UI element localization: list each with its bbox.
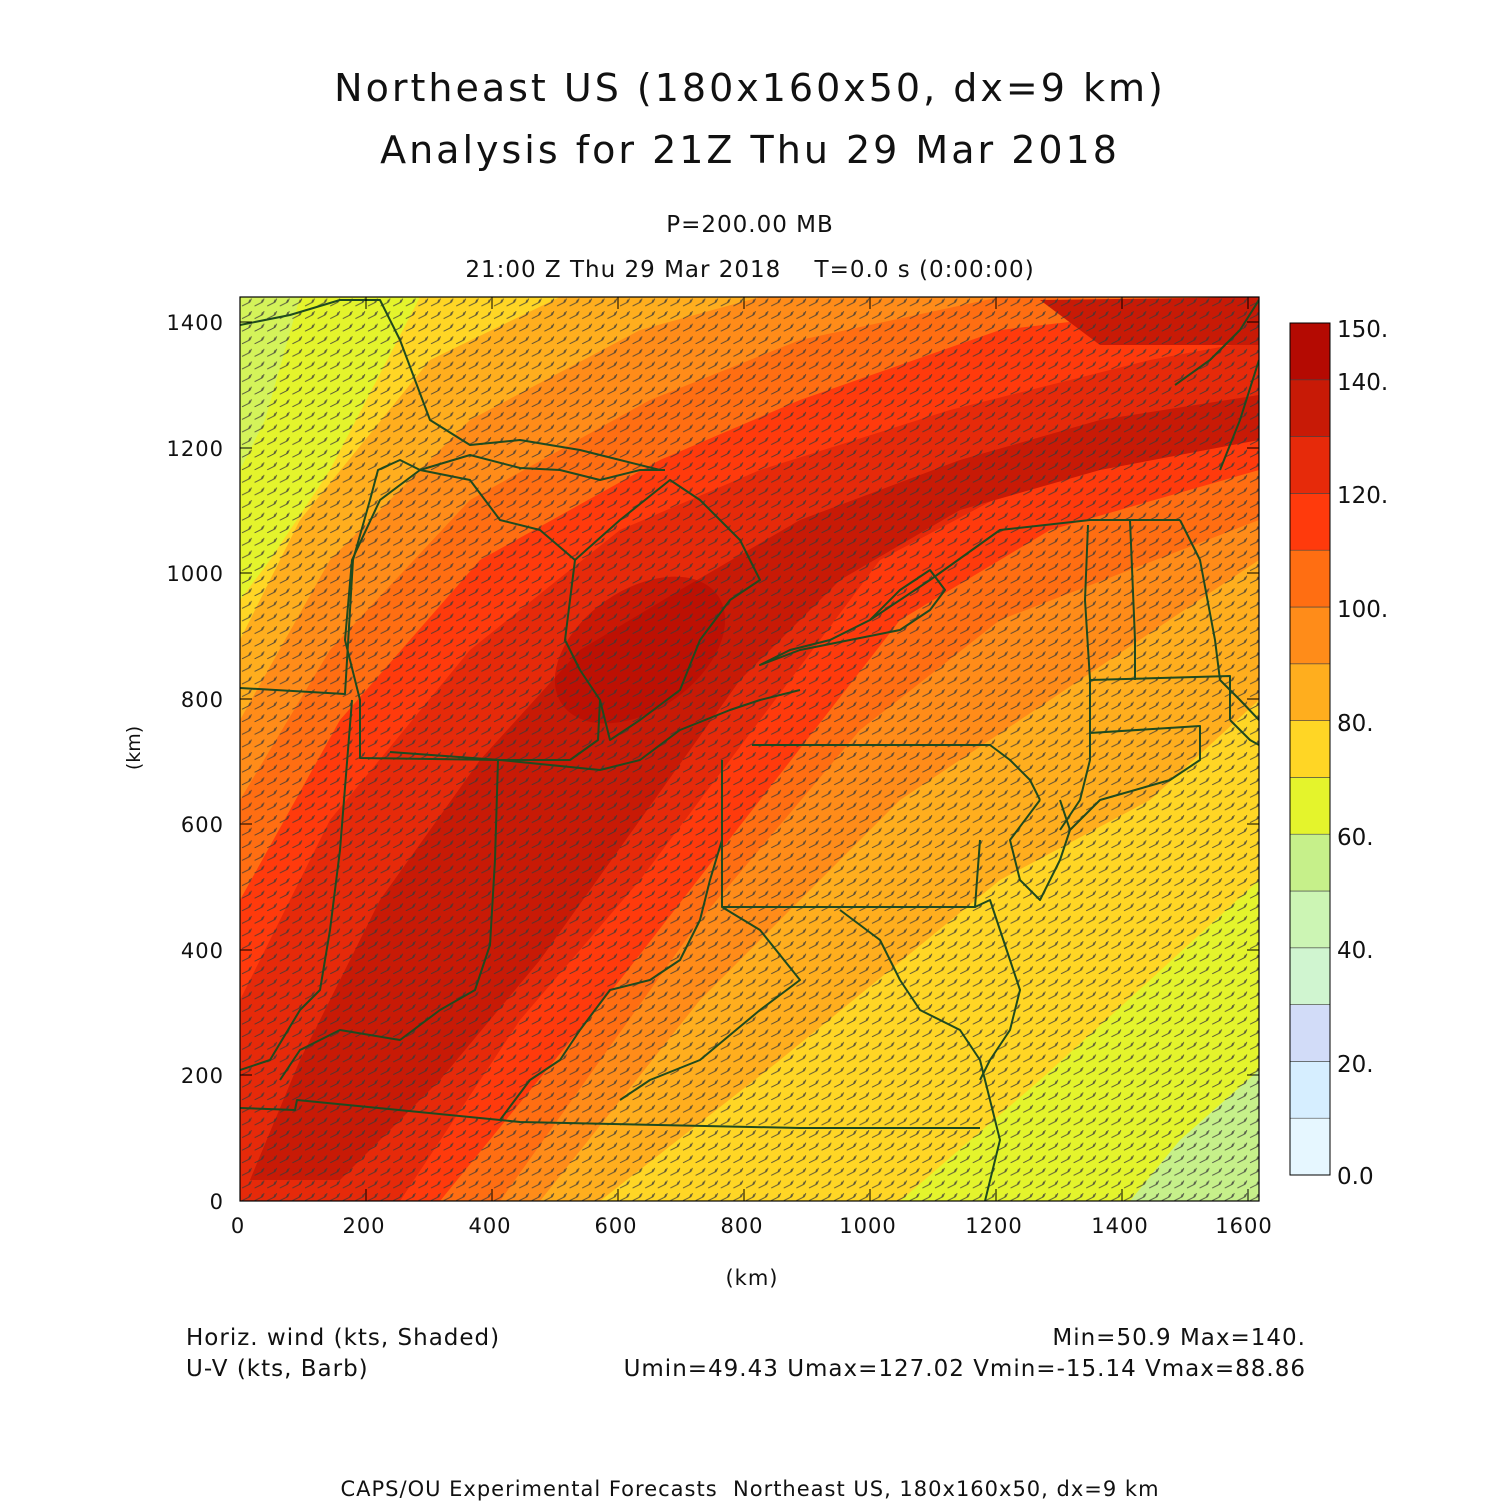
colorbar-label-40: 40. — [1337, 938, 1374, 964]
y-tick-1000: 1000 — [167, 562, 224, 586]
coast-lake-superior — [240, 299, 661, 471]
x-tick-0: 0 — [231, 1214, 245, 1238]
pressure-level: P=200.00 MB — [666, 212, 834, 238]
y-tick-1400: 1400 — [167, 311, 224, 335]
political-borders — [240, 299, 1259, 1201]
field-barb-label: U-V (kts, Barb) — [186, 1356, 369, 1382]
chart-title-line2: Analysis for 21Z Thu 29 Mar 2018 — [380, 128, 1120, 172]
uv-min-max-readout: Umin=49.43 Umax=127.02 Vmin=-15.14 Vmax=… — [624, 1356, 1306, 1382]
colorbar-bin-10-20 — [1289, 1061, 1331, 1119]
colorbar-label-150: 150. — [1337, 317, 1388, 343]
y-axis-label: (km) — [123, 726, 145, 770]
wind-barbs — [240, 297, 1259, 1201]
coast-lake-ontario — [759, 569, 946, 666]
colorbar — [1289, 322, 1331, 1176]
colorbar-label-140: 140. — [1337, 370, 1388, 396]
y-tick-1200: 1200 — [167, 437, 224, 461]
y-tick-200: 200 — [181, 1064, 224, 1088]
border-pennsylvania-south — [721, 760, 981, 908]
x-tick-200: 200 — [342, 1214, 385, 1238]
x-tick-800: 800 — [720, 1214, 763, 1238]
coast-cape-cod — [1219, 679, 1259, 746]
plot-frame — [239, 296, 1260, 1202]
x-tick-600: 600 — [594, 1214, 637, 1238]
coast-lake-michigan — [344, 469, 601, 761]
colorbar-label-60: 60. — [1337, 825, 1374, 851]
border-massachusetts — [1089, 675, 1231, 720]
x-axis-label: (km) — [725, 1266, 778, 1290]
border-vermont-ny — [1059, 524, 1091, 831]
x-tick-400: 400 — [468, 1214, 511, 1238]
colorbar-bin-90-100 — [1289, 606, 1331, 665]
border-connecticut — [1069, 725, 1201, 831]
colorbar-bin-110-120 — [1289, 493, 1331, 551]
y-tick-0: 0 — [210, 1190, 224, 1214]
min-max-readout: Min=50.9 Max=140. — [1052, 1325, 1306, 1351]
border-canada-ny — [869, 519, 1180, 621]
coast-michigan-lower — [574, 479, 761, 741]
chart-title-line1: Northeast US (180x160x50, dx=9 km) — [334, 66, 1166, 110]
field-shaded-label: Horiz. wind (kts, Shaded) — [186, 1325, 500, 1351]
coast-lake-erie — [389, 689, 801, 771]
border-illinois — [240, 699, 353, 1071]
colorbar-bin-80-90 — [1289, 663, 1331, 721]
colorbar-label-0: 0.0 — [1337, 1164, 1374, 1190]
border-kentucky-tennessee — [240, 1099, 980, 1129]
colorbar-bin-120-130 — [1289, 436, 1331, 494]
border-nh-vt — [1129, 519, 1136, 680]
colorbar-label-120: 120. — [1337, 483, 1388, 509]
border-indiana — [279, 759, 499, 1081]
colorbar-bin-100-110 — [1289, 549, 1331, 608]
colorbar-bin-140-150 — [1289, 322, 1331, 381]
y-tick-800: 800 — [181, 688, 224, 712]
coast-maine — [1219, 359, 1259, 471]
border-maine-nh — [1179, 519, 1221, 681]
colorbar-bin-20-30 — [1289, 1004, 1331, 1062]
x-tick-1600: 1600 — [1215, 1214, 1272, 1238]
colorbar-bin-0-10 — [1289, 1117, 1331, 1176]
x-tick-1200: 1200 — [965, 1214, 1022, 1238]
border-delaware — [974, 899, 1021, 1081]
colorbar-bin-40-50 — [1289, 890, 1331, 949]
footer-credit: CAPS/OU Experimental Forecasts Northeast… — [340, 1477, 1160, 1501]
colorbar-label-100: 100. — [1337, 597, 1388, 623]
colorbar-frame — [1289, 322, 1331, 1176]
border-west-virginia — [619, 906, 801, 1101]
colorbar-bin-70-80 — [1289, 720, 1331, 778]
valid-time: 21:00 Z Thu 29 Mar 2018 T=0.0 s (0:00:00… — [465, 257, 1035, 283]
colorbar-bin-30-40 — [1289, 947, 1331, 1005]
colorbar-label-80: 80. — [1337, 711, 1374, 737]
colorbar-bin-60-70 — [1289, 777, 1331, 835]
colorbar-labels: 150. 140. 120. 100. 80. 60. 40. 20. 0.0 — [1337, 317, 1388, 1190]
colorbar-bin-130-140 — [1289, 379, 1331, 437]
y-tick-400: 400 — [181, 939, 224, 963]
border-ohio-river — [499, 839, 723, 1121]
coast-chesapeake — [839, 909, 1001, 1201]
border-pennsylvania-north — [752, 744, 1041, 801]
axis-ticks — [239, 297, 1259, 1202]
stats-block: Horiz. wind (kts, Shaded) U-V (kts, Barb… — [186, 1325, 1306, 1382]
y-tick-600: 600 — [181, 813, 224, 837]
colorbar-bin-50-60 — [1289, 833, 1331, 892]
colorbar-label-20: 20. — [1337, 1052, 1374, 1078]
border-maine-canada — [1174, 299, 1259, 386]
x-tick-1000: 1000 — [839, 1214, 896, 1238]
x-tick-1400: 1400 — [1091, 1214, 1148, 1238]
